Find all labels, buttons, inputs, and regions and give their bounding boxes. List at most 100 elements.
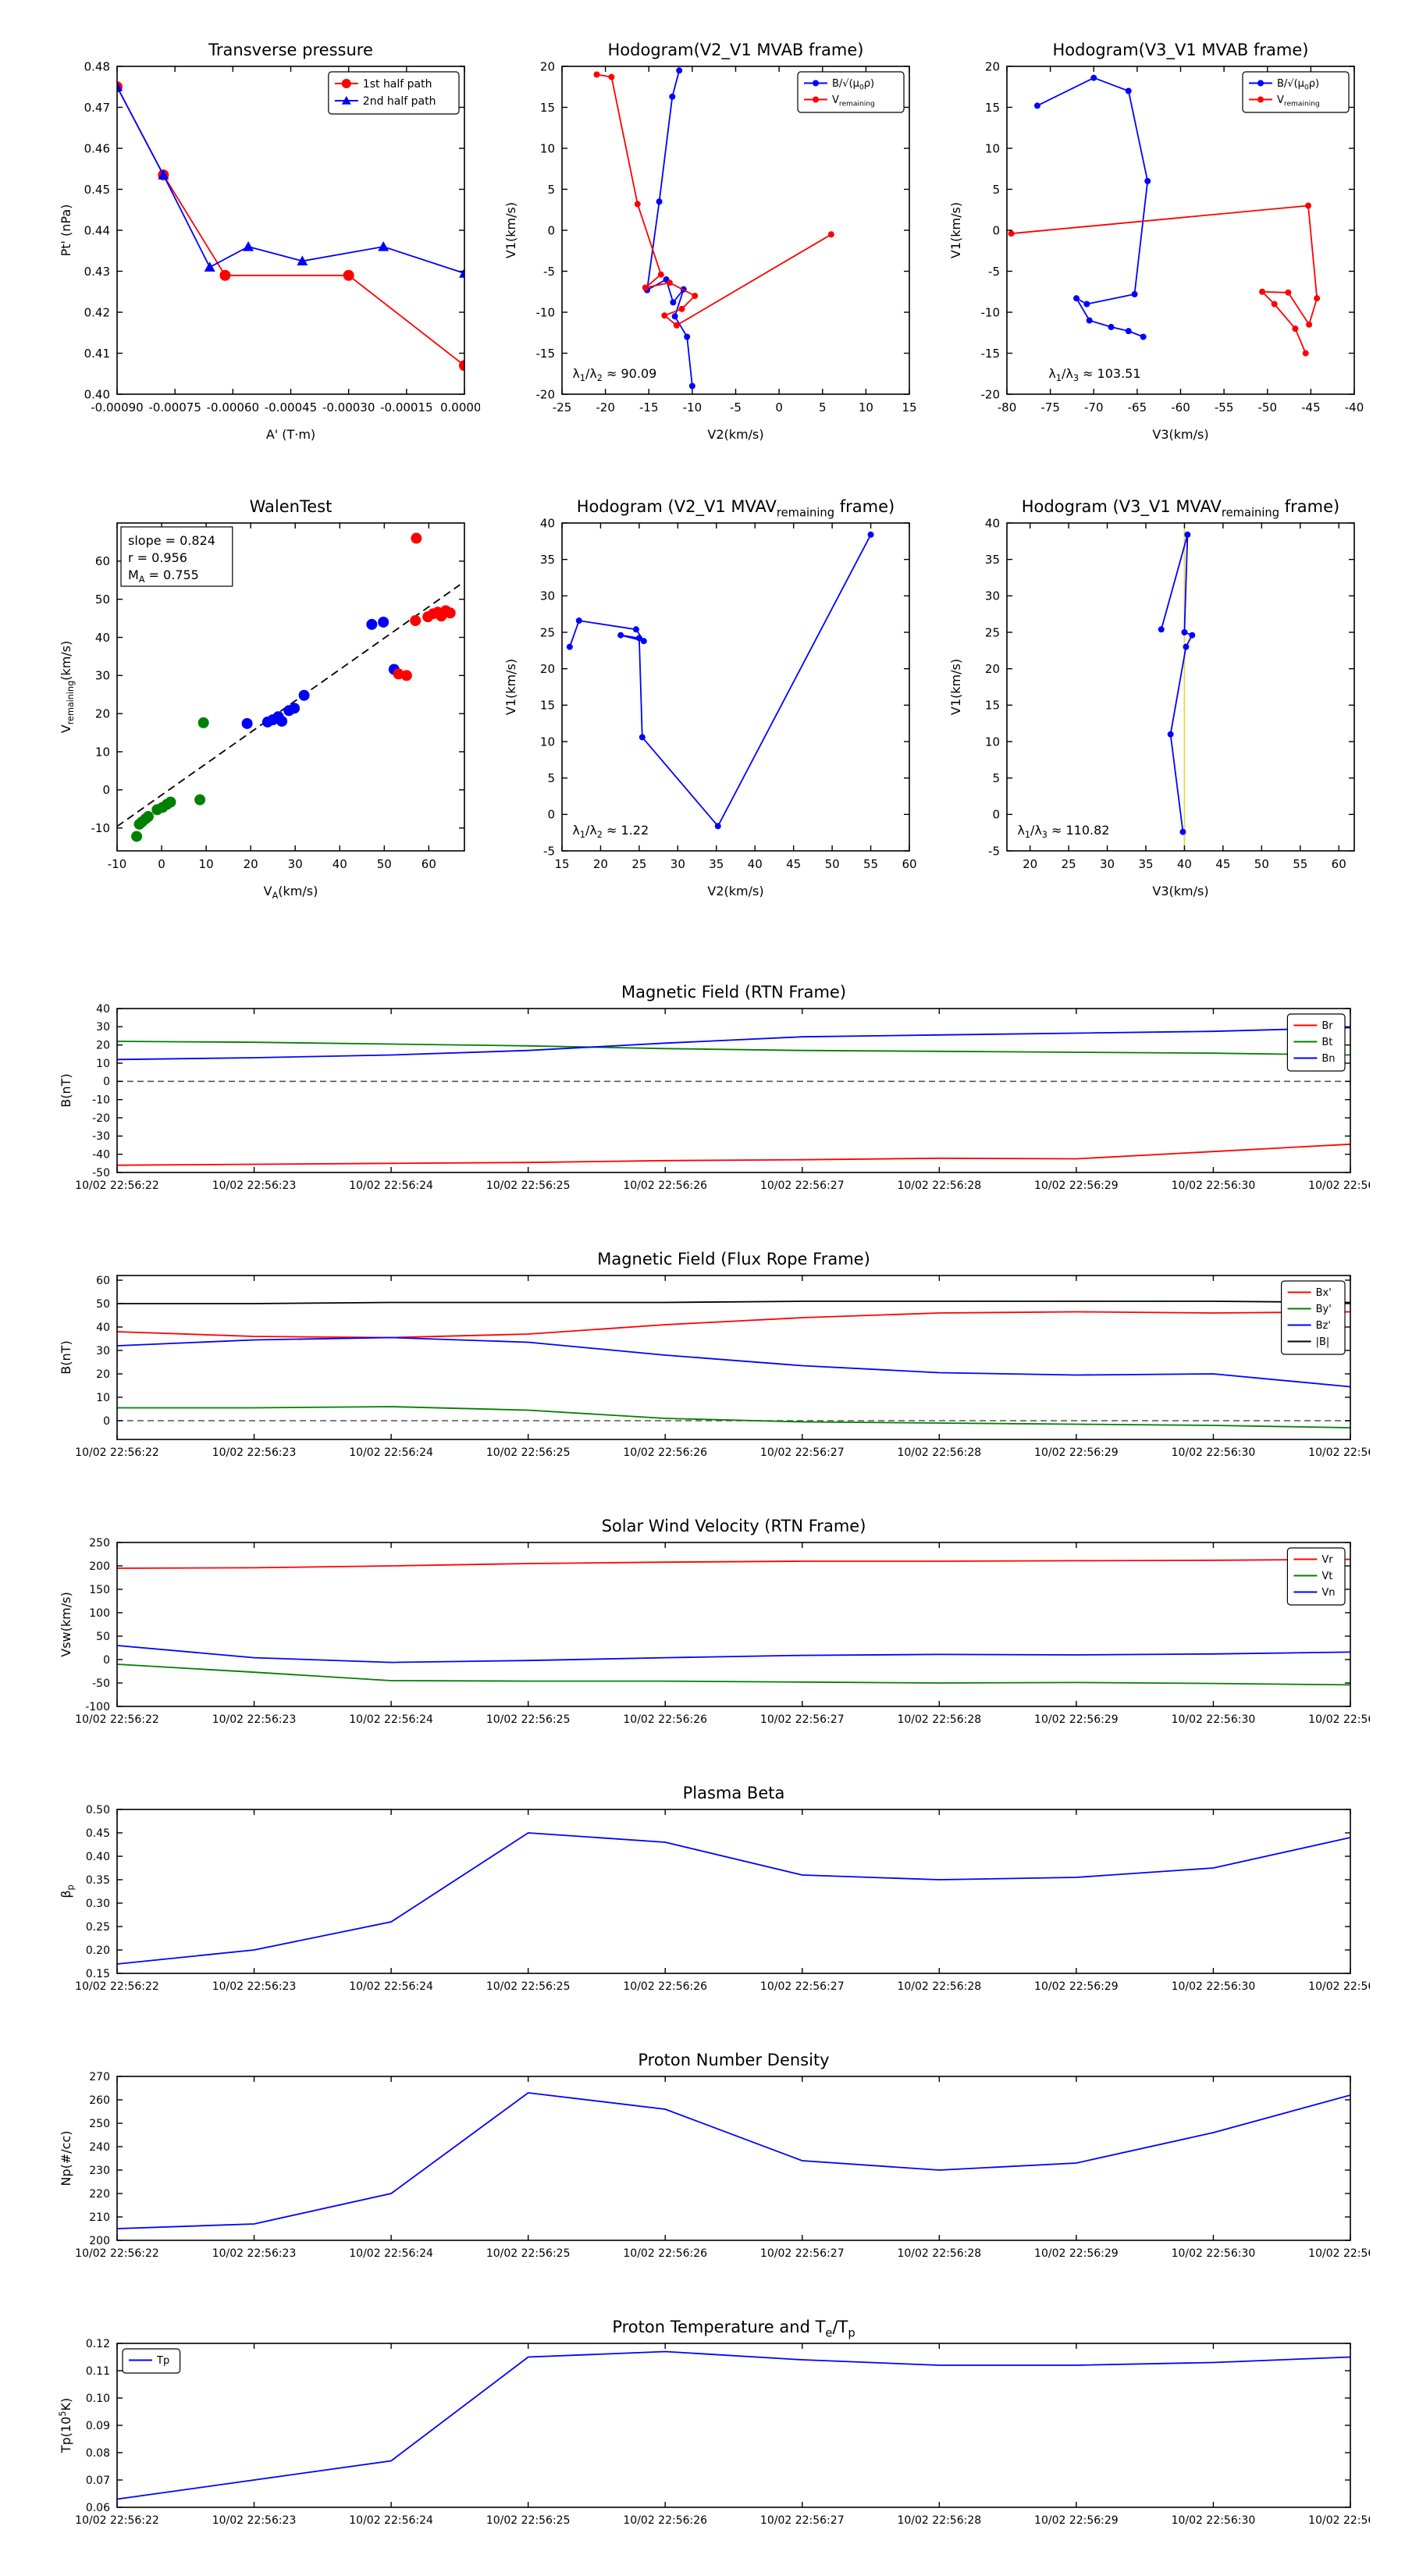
x-tick-label: 10/02 22:56:29 [1034,1980,1119,1993]
y-axis-label: V1(km/s) [503,659,518,715]
x-axis-label: V3(km/s) [1152,884,1208,898]
chart-svg-hodogram-v3v1-mvav: 20 25 30 35 40 45 50 55 60 -5 0 5 10 15 20 25 30 35 40 Hodo… [948,497,1355,898]
y-axis-label: V1(km/s) [948,202,963,258]
x-tick-label: 45 [1215,857,1230,871]
chart-title: WalenTest [250,497,333,516]
y-tick-label: -15 [981,347,1001,361]
y-tick-label: 60 [96,1275,110,1287]
y-tick-label: -40 [92,1149,110,1162]
y-tick-label: 15 [985,699,1000,713]
y-tick-label: 60 [95,554,110,568]
y-tick-label: 0.48 [84,59,110,73]
y-tick-label: 0 [547,223,555,237]
x-axis-label: V3(km/s) [1152,427,1208,442]
x-tick-label: 10/02 22:56:27 [760,1179,845,1192]
y-tick-label: 0 [992,808,1000,822]
x-tick-label: 10/02 22:56:29 [1034,2514,1119,2527]
y-axis-label: βp [59,1884,76,1898]
stats-line: r = 0.956 [128,550,187,565]
y-tick-label: 20 [540,59,555,73]
x-tick-label: 10/02 22:56:22 [75,1446,159,1459]
y-tick-label: 240 [89,2141,110,2154]
x-tick-label: 20 [244,857,258,871]
x-tick-label: 10/02 22:56:27 [760,2247,845,2260]
y-axis-label: V1(km/s) [948,659,963,715]
x-tick-label: 10/02 22:56:22 [75,1179,159,1192]
y-tick-label: 0.20 [86,1944,110,1957]
y-tick-label: 0.06 [86,2502,110,2514]
chart-svg-vsw-rtn: 10/02 22:56:22 10/02 22:56:23 10/02 22:56:… [59,1517,1393,1726]
x-tick-label: 10/02 22:56:28 [897,1179,981,1192]
x-tick-label: 10/02 22:56:26 [623,1179,707,1192]
chart-svg-proton-density: 10/02 22:56:22 10/02 22:56:23 10/02 22:56:… [59,2051,1393,2260]
y-tick-label: 0.42 [84,305,110,319]
chart-title: Hodogram (V2_V1 MVAVremaining frame) [577,497,895,519]
y-tick-label: 20 [985,662,1000,676]
stats-box [120,526,233,587]
y-tick-label: 40 [985,516,1000,530]
y-tick-label: 0.43 [84,265,110,279]
chart-proton-temperature: 10/02 22:56:22 10/02 22:56:23 10/02 22:56:… [43,2311,1393,2545]
y-tick-label: 0.08 [86,2447,110,2460]
y-tick-label: 5 [992,183,1000,197]
y-tick-label: 40 [95,631,110,645]
y-axis-label: Np(#/cc) [59,2131,73,2186]
x-tick-label: -70 [1084,400,1104,415]
y-tick-label: 0 [103,1654,110,1667]
x-tick-label: -80 [998,400,1017,415]
y-tick-label: 0.45 [84,183,110,197]
x-tick-label: 60 [902,857,916,871]
x-tick-label: 10/02 22:56:22 [75,2247,159,2260]
y-tick-label: 10 [540,141,555,155]
series-|B| [117,1300,1350,1304]
annotation: λ1/λ3 ≈ 103.51 [1048,366,1140,383]
x-tick-label: 10/02 22:56:30 [1172,1179,1256,1192]
annotation: λ1/λ2 ≈ 90.09 [572,366,656,383]
legend-label: Bt [1321,1037,1332,1048]
x-tick-label: -40 [1345,400,1364,415]
x-tick-label: 10/02 22:56:24 [349,2247,433,2260]
x-tick-label: 10/02 22:56:25 [486,2514,571,2527]
x-tick-label: 10/02 22:56:22 [75,1713,159,1726]
x-tick-label: 10/02 22:56:24 [349,1179,433,1192]
x-tick-label: 10/02 22:56:26 [623,1980,707,1993]
x-tick-label: 20 [593,857,608,871]
y-tick-label: 250 [89,1537,110,1550]
y-tick-label: 100 [89,1607,110,1620]
x-tick-label: 10/02 22:56:27 [760,1446,845,1459]
y-tick-label: 20 [95,706,110,720]
x-tick-label: 30 [1100,857,1115,871]
chart-magnetic-field-rtn: 10/02 22:56:22 10/02 22:56:23 10/02 22:56:… [43,976,1393,1210]
x-tick-label: -0.00045 [265,400,317,415]
y-tick-label: 230 [89,2165,110,2177]
y-tick-label: 35 [540,553,555,567]
x-tick-label: 35 [709,857,724,871]
x-tick-label: 10/02 22:56:31 [1308,2514,1370,2527]
x-tick-label: 30 [288,857,303,871]
series-Vn [117,1645,1350,1663]
y-tick-label: 0.11 [86,2365,110,2378]
x-tick-label: 10/02 22:56:23 [212,1713,297,1726]
x-tick-label: 45 [786,857,801,871]
y-tick-label: 0.25 [86,1921,110,1934]
y-tick-label: 40 [540,516,555,530]
x-tick-label: 10/02 22:56:25 [486,1179,571,1192]
x-tick-label: 10/02 22:56:24 [349,1713,433,1726]
x-tick-label: -50 [1258,400,1278,415]
y-tick-label: -5 [543,265,555,279]
y-tick-label: 0 [103,1076,110,1088]
y-tick-label: 35 [985,553,1000,567]
y-tick-label: 0.41 [84,347,110,361]
series-Bz' [117,1336,1350,1388]
x-tick-label: 10/02 22:56:30 [1172,2247,1256,2260]
x-tick-label: 10/02 22:56:24 [349,2514,433,2527]
y-tick-label: 0.12 [86,2338,110,2350]
legend-label: Vremaining [1277,94,1320,108]
series-line [117,1832,1350,1965]
y-tick-label: 15 [540,699,555,713]
series-Bn [117,1026,1350,1061]
axes-frame [561,522,910,852]
x-tick-label: 40 [333,857,347,871]
chart-svg-transverse-pressure: -0.00090 -0.00075 -0.00060 -0.00045 -0.00030… [59,41,489,442]
x-tick-label: 55 [863,857,878,871]
